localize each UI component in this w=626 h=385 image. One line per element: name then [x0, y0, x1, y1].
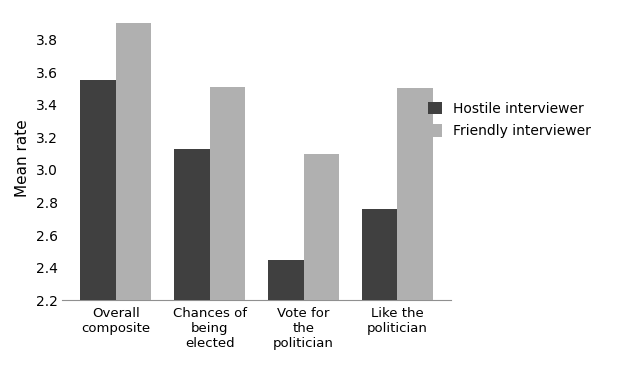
Bar [116, 23, 151, 300]
Bar [268, 259, 304, 300]
Bar [304, 154, 339, 300]
Bar [210, 87, 245, 300]
Bar [398, 89, 433, 300]
Legend: Hostile interviewer, Friendly interviewer: Hostile interviewer, Friendly interviewe… [428, 102, 592, 138]
Y-axis label: Mean rate: Mean rate [15, 119, 30, 196]
Bar [80, 80, 116, 300]
Bar [362, 209, 398, 300]
Bar [174, 149, 210, 300]
